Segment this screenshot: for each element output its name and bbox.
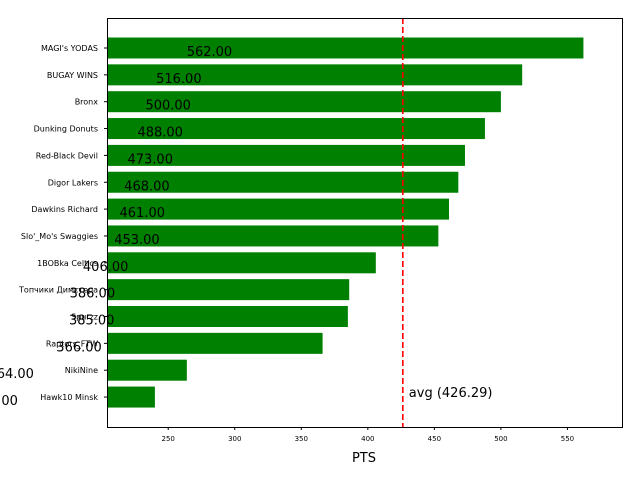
bar <box>107 332 323 354</box>
x-tick-label: 350 <box>295 435 308 443</box>
bar <box>107 252 376 274</box>
bar-value-label: 264.00 <box>0 367 34 382</box>
y-axis: MAGI's YODAS BUGAY WINS Bronx Dunking Donut… <box>18 44 107 402</box>
bar-value-label: 366.00 <box>56 340 102 355</box>
x-axis-label: PTS <box>352 451 376 466</box>
x-tick-label: 500 <box>494 435 507 443</box>
y-tick-label: Red-Black Devil <box>36 151 98 160</box>
bar-value-label: 461.00 <box>120 206 166 221</box>
x-tick-label: 450 <box>428 435 441 443</box>
bar <box>107 171 459 193</box>
bar <box>107 279 350 301</box>
bars-layer <box>107 37 584 408</box>
y-tick-label: NikiNine <box>65 366 98 375</box>
bar-value-label: 240.00 <box>0 394 18 409</box>
y-tick-label: MAGI's YODAS <box>41 44 98 53</box>
bar-value-label: 488.00 <box>137 126 183 141</box>
bar <box>107 359 187 381</box>
y-tick-label: Digor Lakers <box>48 178 98 187</box>
y-tick-label: Топчики Димстера <box>18 286 98 295</box>
y-tick-label: Raptors_FTW <box>46 339 98 348</box>
bar-value-label: 453.00 <box>114 233 160 248</box>
bar <box>107 386 155 408</box>
y-tick-label: Slo'_Mo's Swaggies <box>21 232 98 241</box>
average-label: avg (426.29) <box>409 386 493 401</box>
x-tick-label: 400 <box>361 435 374 443</box>
bar-value-label: 500.00 <box>145 99 191 114</box>
bar <box>107 198 450 220</box>
value-labels-layer: 562.00 516.00 500.00 488.00 473.00 468.00 461.… <box>0 45 232 409</box>
bar <box>107 144 465 166</box>
bar-value-label: 385.00 <box>69 314 115 329</box>
bar-value-label: 468.00 <box>124 179 170 194</box>
bar <box>107 225 439 247</box>
bar <box>107 37 584 59</box>
bar-value-label: 406.00 <box>83 260 129 275</box>
bar-value-label: 473.00 <box>127 152 173 167</box>
bar <box>107 64 523 86</box>
bar-value-label: 516.00 <box>156 72 202 87</box>
y-tick-label: Dunking Donuts <box>34 125 98 134</box>
bar-value-label: 386.00 <box>70 287 116 302</box>
bar-value-label: 562.00 <box>187 45 233 60</box>
y-tick-label: Dawkins Richard <box>31 205 98 214</box>
y-tick-label: Hawk10 Minsk <box>40 393 98 402</box>
y-tick-label: Bronx <box>75 98 99 107</box>
x-tick-label: 300 <box>228 435 241 443</box>
y-tick-label: Spurzz <box>71 313 98 322</box>
x-tick-label: 250 <box>162 435 175 443</box>
x-axis: 250 300 350 400 450 500 550 <box>162 427 574 443</box>
x-tick-label: 550 <box>561 435 574 443</box>
bar <box>107 306 348 327</box>
plot-frame <box>107 18 623 428</box>
y-tick-label: BUGAY WINS <box>47 71 98 80</box>
bar <box>107 118 485 140</box>
bar <box>107 91 501 113</box>
y-tick-label: 1BOBka Celtics <box>37 259 98 268</box>
